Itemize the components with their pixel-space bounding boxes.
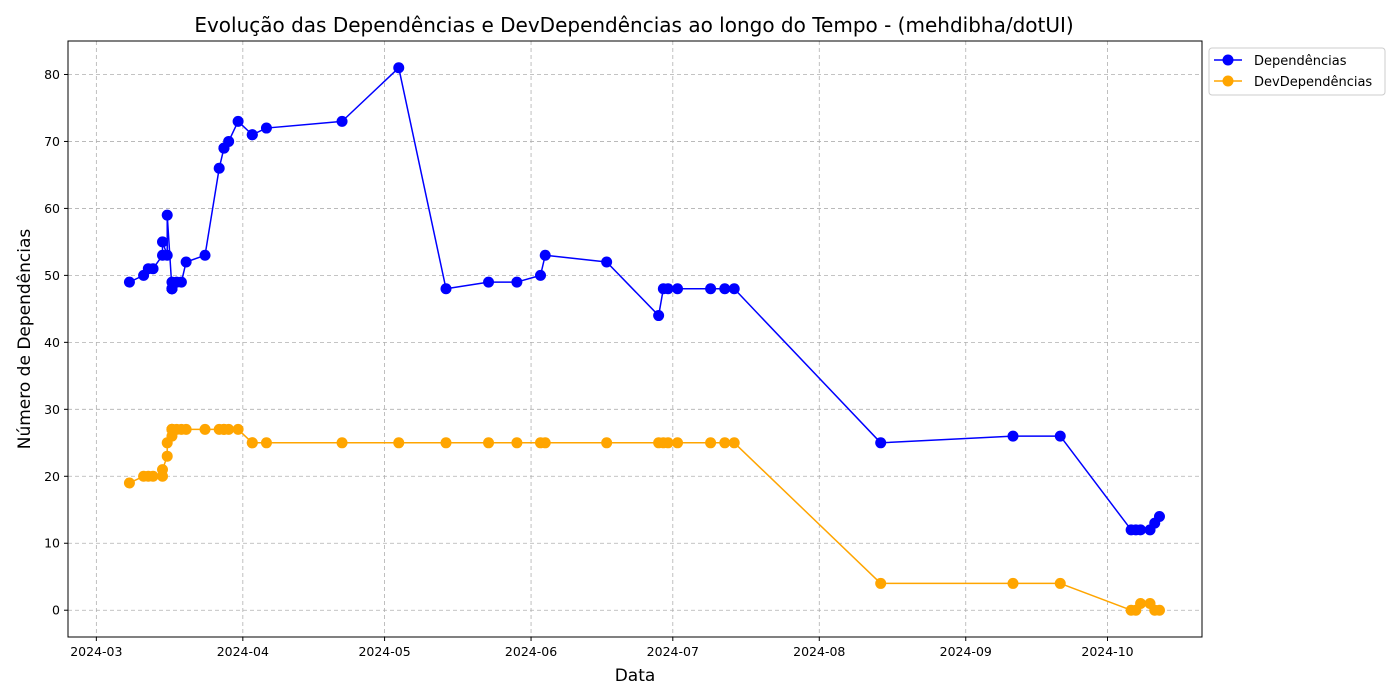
- data-point: [336, 115, 348, 127]
- data-point: [180, 423, 192, 435]
- data-point: [260, 122, 272, 134]
- x-tick-label: 2024-04: [217, 644, 269, 659]
- data-point: [393, 62, 405, 74]
- x-tick-label: 2024-08: [793, 644, 845, 659]
- data-point: [705, 437, 717, 449]
- data-point: [483, 437, 495, 449]
- x-axis-label: Data: [615, 666, 656, 686]
- x-tick-label: 2024-05: [358, 644, 410, 659]
- data-point: [875, 577, 887, 589]
- data-point: [705, 283, 717, 295]
- data-point: [1153, 510, 1165, 522]
- data-point: [1153, 604, 1165, 616]
- x-tick-label: 2024-07: [647, 644, 699, 659]
- data-point: [1135, 598, 1147, 610]
- chart-title: Evolução das Dependências e DevDependênc…: [194, 13, 1073, 37]
- y-axis-label: Número de Dependências: [15, 229, 35, 450]
- data-point: [213, 162, 225, 174]
- data-point: [719, 437, 731, 449]
- data-point: [1054, 430, 1066, 442]
- series-1: [123, 423, 1165, 616]
- data-point: [539, 437, 551, 449]
- data-point: [147, 470, 159, 482]
- data-point: [147, 263, 159, 275]
- y-tick-label: 30: [44, 402, 60, 417]
- legend: Dependências DevDependências: [1208, 47, 1386, 96]
- data-point: [336, 437, 348, 449]
- y-tick-label: 60: [44, 201, 60, 216]
- plot-frame: [67, 40, 1203, 638]
- data-point: [539, 249, 551, 261]
- data-point: [601, 437, 613, 449]
- data-point: [157, 464, 168, 476]
- data-point: [223, 135, 235, 147]
- data-point: [601, 256, 613, 268]
- legend-marker-devdependencias: [1222, 75, 1234, 87]
- data-point: [223, 423, 235, 435]
- data-point: [157, 236, 168, 248]
- y-tick-label: 10: [44, 536, 60, 551]
- y-tick-label: 40: [44, 335, 60, 350]
- series-0: [123, 62, 1165, 536]
- data-point: [1007, 430, 1019, 442]
- series-layer: [123, 62, 1165, 616]
- data-point: [875, 437, 887, 449]
- data-point: [483, 276, 495, 288]
- data-point: [662, 283, 674, 295]
- data-point: [1054, 577, 1066, 589]
- y-tick-label: 70: [44, 134, 60, 149]
- data-point: [511, 437, 523, 449]
- data-point: [199, 423, 211, 435]
- x-tick-label: 2024-03: [70, 644, 122, 659]
- data-point: [653, 310, 665, 322]
- data-point: [161, 249, 173, 261]
- data-point: [440, 437, 452, 449]
- data-point: [1135, 524, 1147, 536]
- data-point: [728, 437, 740, 449]
- axis-ticks: 0 10 20 30 40 50 60 70 80 2024-03 2024-04 2024-05 20…: [44, 67, 1134, 659]
- data-point: [123, 477, 135, 489]
- data-point: [1007, 577, 1019, 589]
- x-tick-label: 2024-06: [505, 644, 557, 659]
- data-point: [161, 209, 173, 221]
- data-point: [232, 115, 244, 127]
- legend-box: [1208, 47, 1386, 96]
- data-point: [161, 450, 173, 462]
- y-tick-label: 50: [44, 268, 60, 283]
- data-point: [175, 276, 187, 288]
- x-tick-label: 2024-09: [940, 644, 992, 659]
- data-point: [719, 283, 731, 295]
- data-point: [440, 283, 452, 295]
- grid: [68, 41, 1202, 637]
- y-tick-label: 20: [44, 469, 60, 484]
- data-point: [199, 249, 211, 261]
- legend-label-devdependencias: DevDependências: [1254, 75, 1372, 90]
- data-point: [662, 437, 674, 449]
- data-point: [246, 437, 258, 449]
- data-point: [123, 276, 135, 288]
- y-tick-label: 0: [52, 603, 60, 618]
- data-point: [511, 276, 523, 288]
- legend-marker-dependencias: [1222, 54, 1234, 66]
- data-point: [672, 437, 684, 449]
- y-tick-label: 80: [44, 67, 60, 82]
- data-point: [232, 423, 244, 435]
- data-point: [246, 129, 258, 141]
- data-point: [672, 283, 684, 295]
- data-point: [260, 437, 272, 449]
- legend-label-dependencias: Dependências: [1254, 54, 1347, 69]
- data-point: [180, 256, 192, 268]
- data-point: [728, 283, 740, 295]
- x-tick-label: 2024-10: [1081, 644, 1133, 659]
- data-point: [393, 437, 405, 449]
- data-point: [535, 269, 546, 281]
